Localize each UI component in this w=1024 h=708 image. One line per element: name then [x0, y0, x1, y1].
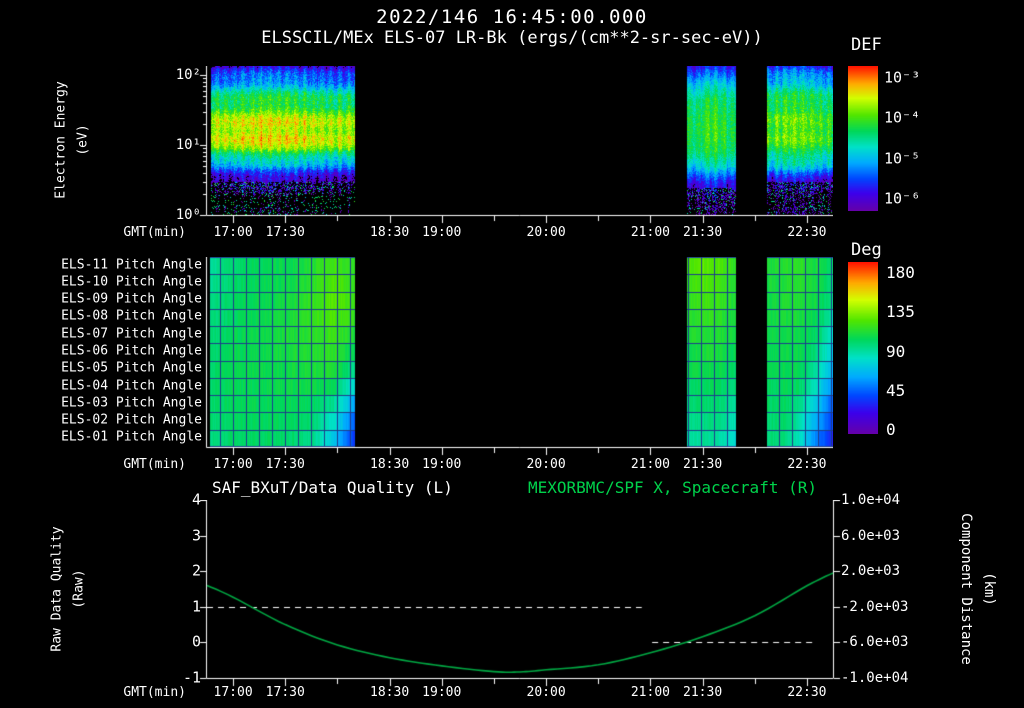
- spectrogram-ylabel-line1: Electron Energy: [53, 81, 69, 199]
- lineplot-ytick-right-label: 6.0e+03: [841, 527, 901, 544]
- pitch-row-label: ELS-07 Pitch Angle: [61, 326, 202, 342]
- lineplot-ytick-left-label: -1: [182, 668, 201, 687]
- pitch-angle-canvas: [199, 257, 833, 456]
- lineplot-xtick-label: 21:00: [630, 685, 670, 700]
- spectrogram-canvas: [199, 66, 833, 224]
- gmt-label-top: GMT(min): [123, 225, 186, 240]
- deg-colorbar-tick-label: 135: [886, 302, 915, 322]
- spectrogram-xtick-label: 18:30: [370, 225, 410, 240]
- pitch-row-label: ELS-10 Pitch Angle: [61, 274, 202, 290]
- spectrogram-ytick-label: 10¹: [175, 137, 201, 153]
- lineplot-xtick-label: 21:30: [683, 685, 723, 700]
- deg-colorbar-canvas: [848, 262, 878, 434]
- pitch-row-label: ELS-06 Pitch Angle: [61, 343, 202, 359]
- deg-colorbar-tick-label: 90: [886, 341, 906, 361]
- spectrogram-xtick-label: 19:00: [422, 225, 462, 240]
- lineplot-xtick-label: 17:30: [265, 685, 305, 700]
- pitch-row-label: ELS-04 Pitch Angle: [61, 378, 202, 394]
- pitch-row-label: ELS-03 Pitch Angle: [61, 395, 202, 411]
- spectrogram-xtick-label: 21:30: [683, 225, 723, 240]
- gmt-label-mid: GMT(min): [123, 457, 186, 472]
- def-colorbar-tick-label: 10⁻⁵: [884, 149, 921, 168]
- lineplot-ytick-left-label: 2: [191, 561, 201, 580]
- pitch-xtick-label: 17:30: [265, 457, 305, 472]
- gmt-label-bottom: GMT(min): [123, 685, 186, 700]
- pitch-row-label: ELS-11 Pitch Angle: [61, 257, 202, 273]
- lineplot-title-right: MEXORBMC/SPF X, Spacecraft (R): [528, 478, 817, 497]
- pitch-xtick-label: 22:30: [787, 457, 827, 472]
- pitch-xtick-label: 21:30: [683, 457, 723, 472]
- lineplot-ytick-right-label: -2.0e+03: [841, 598, 909, 615]
- spectrogram-xtick-label: 22:30: [787, 225, 827, 240]
- def-colorbar-tick-label: 10⁻⁶: [884, 189, 921, 208]
- lineplot-ylabel-left-line1: Raw Data Quality: [49, 526, 65, 652]
- spectrogram-xtick-label: 17:30: [265, 225, 305, 240]
- spectrogram-xtick-label: 21:00: [630, 225, 670, 240]
- def-colorbar-canvas: [848, 66, 878, 211]
- lineplot-canvas: [199, 500, 841, 687]
- lineplot-ytick-right-label: -1.0e+04: [841, 669, 909, 686]
- lineplot-xtick-label: 18:30: [370, 685, 410, 700]
- spectrogram-ytick-label: 10⁰: [175, 206, 201, 223]
- header-title: ELSSCIL/MEx ELS-07 LR-Bk (ergs/(cm**2-sr…: [261, 28, 763, 48]
- lineplot-ytick-left-label: 1: [191, 597, 201, 616]
- pitch-xtick-label: 19:00: [422, 457, 462, 472]
- lineplot-ytick-left-label: 3: [191, 525, 201, 544]
- pitch-row-label: ELS-01 Pitch Angle: [61, 429, 202, 445]
- pitch-xtick-label: 18:30: [370, 457, 410, 472]
- def-colorbar-tick-label: 10⁻³: [884, 67, 921, 86]
- pitch-row-label: ELS-05 Pitch Angle: [61, 360, 202, 376]
- lineplot-xtick-label: 20:00: [526, 685, 566, 700]
- lineplot-xtick-label: 17:00: [213, 685, 253, 700]
- lineplot-ytick-right-label: -6.0e+03: [841, 634, 909, 651]
- lineplot-xtick-label: 19:00: [422, 685, 462, 700]
- spectrogram-xtick-label: 17:00: [213, 225, 253, 240]
- pitch-row-label: ELS-02 Pitch Angle: [61, 412, 202, 428]
- lineplot-ylabel-left-line2: (Raw): [71, 569, 87, 609]
- pitch-xtick-label: 20:00: [526, 457, 566, 472]
- deg-colorbar-tick-label: 180: [886, 262, 915, 282]
- spectrogram-xtick-label: 20:00: [526, 225, 566, 240]
- lineplot-xtick-label: 22:30: [787, 685, 827, 700]
- lineplot-ytick-right-label: 1.0e+04: [841, 491, 901, 508]
- lineplot-ytick-left-label: 4: [191, 490, 201, 509]
- def-colorbar-tick-label: 10⁻⁴: [884, 108, 921, 127]
- lineplot-title-left: SAF_BXuT/Data Quality (L): [212, 478, 453, 497]
- pitch-xtick-label: 21:00: [630, 457, 670, 472]
- lineplot-ylabel-right-line2: (km): [981, 572, 998, 606]
- spectrogram-ytick-label: 10²: [175, 67, 201, 84]
- pitch-xtick-label: 17:00: [213, 457, 253, 472]
- lineplot-ytick-left-label: 0: [191, 632, 201, 651]
- deg-colorbar-tick-label: 45: [886, 380, 906, 400]
- deg-colorbar-tick-label: 0: [886, 419, 896, 439]
- lineplot-ytick-right-label: 2.0e+03: [841, 563, 901, 580]
- def-colorbar-title: DEF: [851, 35, 882, 55]
- lineplot-ylabel-right-line1: Component Distance: [958, 513, 975, 665]
- pitch-row-label: ELS-09 Pitch Angle: [61, 291, 202, 307]
- deg-colorbar-title: Deg: [851, 240, 882, 260]
- pitch-row-label: ELS-08 Pitch Angle: [61, 308, 202, 324]
- header-datetime: 2022/146 16:45:00.000: [376, 6, 648, 28]
- spectrogram-ylabel-line2: (eV): [75, 124, 91, 156]
